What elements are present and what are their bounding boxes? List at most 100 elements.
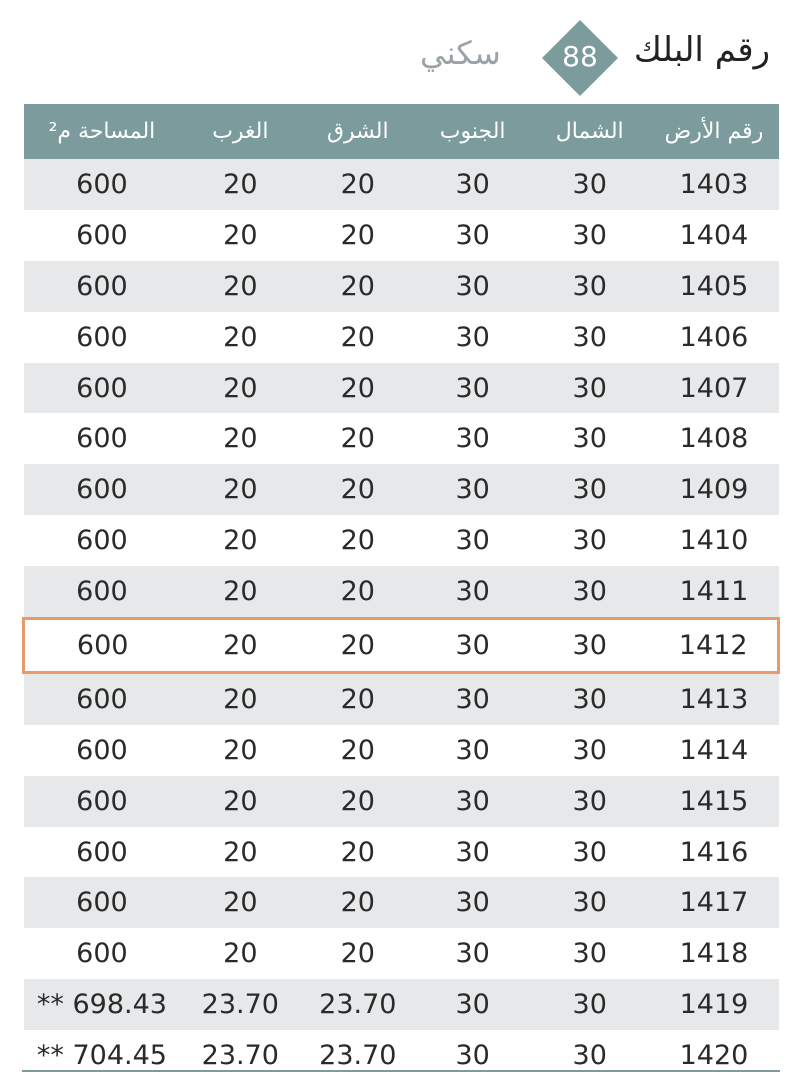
table-cell: 20	[180, 775, 301, 827]
table-cell: 600	[76, 525, 128, 557]
table-cell: 30	[455, 321, 490, 353]
table-cell: 600	[23, 775, 181, 827]
table-cell: 30	[529, 464, 650, 516]
table-row: 1415 30 30 20 20 600	[23, 775, 779, 827]
table-cell: 30	[529, 617, 650, 674]
table-cell: 20	[340, 525, 375, 557]
table-cell: 1412	[649, 617, 781, 674]
table-cell: 30	[572, 836, 607, 868]
table-cell: 1409	[649, 464, 779, 516]
table-cell: 30	[415, 775, 530, 827]
table-cell: 600	[76, 836, 128, 868]
table-cell: 30	[572, 321, 607, 353]
column-header: رقم الأرض	[649, 104, 779, 159]
table-cell: 20	[340, 321, 375, 353]
table-cell: 30	[572, 423, 607, 455]
table-cell: 600	[76, 734, 128, 766]
column-header: الجنوب	[415, 104, 530, 159]
table-cell: 600	[23, 464, 181, 516]
table-cell: 1406	[679, 321, 749, 353]
table-cell: 30	[529, 260, 650, 312]
diamond-icon	[542, 20, 618, 96]
table-cell: 600	[22, 617, 181, 674]
table-cell: 20	[300, 877, 416, 929]
table-cell: 1415	[649, 775, 779, 827]
table-cell: 20	[340, 938, 375, 970]
table-cell: 20	[223, 219, 258, 251]
table-cell: 20	[300, 775, 416, 827]
table-cell: 600	[23, 566, 181, 619]
table-cell: 20	[300, 464, 416, 516]
table-cell: 1414	[679, 734, 749, 766]
table-cell: 30	[529, 159, 650, 210]
table-cell: 1420	[679, 1040, 749, 1072]
table-cell: 20	[223, 836, 258, 868]
table-cell: 1407	[649, 362, 779, 414]
table-row: 1405 30 30 20 20 600	[23, 260, 779, 312]
table-cell: 20	[223, 734, 258, 766]
table-header: رقم الأرض الشمال الجنوب الشرق الغرب المساحة م…	[23, 104, 779, 159]
table-cell: 600	[76, 321, 128, 353]
table-cell: 30	[455, 938, 490, 970]
column-header: الغرب	[180, 104, 301, 159]
table-cell: 30	[529, 775, 650, 827]
table-cell: 20	[223, 525, 258, 557]
table-cell: 30	[415, 362, 530, 414]
column-header: المساحة م²	[23, 104, 181, 159]
table-cell: 20	[180, 566, 301, 619]
table-cell: ** 698.43	[23, 979, 181, 1031]
table-cell: 30	[415, 617, 530, 674]
table-cell: 30	[529, 877, 650, 929]
table-cell: 30	[455, 836, 490, 868]
column-header: الشمال	[529, 104, 650, 159]
table-row: 1414 30 30 20 20 600	[24, 725, 779, 776]
table-cell: 30	[415, 464, 530, 516]
table-cell: 20	[300, 362, 416, 414]
table-cell: 600	[23, 159, 181, 210]
table-cell: 1419	[649, 979, 779, 1031]
table-cell: 20	[300, 672, 416, 725]
table-cell: 30	[415, 159, 530, 210]
table-cell: 30	[572, 525, 607, 557]
block-type: سكني	[420, 34, 501, 72]
column-header: الشرق	[300, 104, 416, 159]
table-row: 1406 30 30 20 20 600	[24, 312, 779, 363]
table-cell: 30	[415, 566, 530, 619]
table-cell: 30	[572, 938, 607, 970]
table-cell: 20	[223, 321, 258, 353]
table-row: 1407 30 30 20 20 600	[23, 362, 779, 414]
block-number-badge: 88	[542, 20, 618, 96]
table-cell: 30	[455, 525, 490, 557]
block-number: 88	[562, 40, 598, 73]
table-row: 1411 30 30 20 20 600	[23, 566, 779, 619]
table-row: 1404 30 30 20 20 600	[24, 210, 779, 261]
table-cell: 20	[340, 836, 375, 868]
table-cell: 1417	[649, 877, 779, 929]
table-cell: ** 704.45	[36, 1040, 167, 1072]
table-row: 1409 30 30 20 20 600	[23, 464, 779, 516]
table-row: 1416 30 30 20 20 600	[24, 827, 779, 878]
table-cell: 30	[572, 219, 607, 251]
table-cell: 23.70	[201, 1040, 279, 1072]
table-cell: 1410	[679, 525, 749, 557]
table-cell: 20	[223, 423, 258, 455]
table-row: 1418 30 30 20 20 600	[24, 928, 779, 979]
table-row: 1417 30 30 20 20 600	[23, 877, 779, 929]
table-cell: 23.70	[319, 1040, 397, 1072]
table-cell: 30	[572, 1040, 607, 1072]
table-row: 1408 30 30 20 20 600	[24, 413, 779, 464]
table-cell: 23.70	[180, 979, 301, 1031]
table-cell: 20	[180, 617, 301, 674]
table-cell: 1418	[679, 938, 749, 970]
table-cell: 30	[455, 219, 490, 251]
table-cell: 20	[180, 672, 301, 725]
table-cell: 1405	[649, 260, 779, 312]
table-row: 1412 30 30 20 20 600	[22, 617, 781, 674]
table-cell: 30	[455, 423, 490, 455]
table-cell: 20	[180, 260, 301, 312]
table-cell: 30	[415, 979, 530, 1031]
table-cell: 600	[23, 260, 181, 312]
table-cell: 23.70	[300, 979, 416, 1031]
table-cell: 1403	[649, 159, 779, 210]
table-cell: 20	[340, 423, 375, 455]
